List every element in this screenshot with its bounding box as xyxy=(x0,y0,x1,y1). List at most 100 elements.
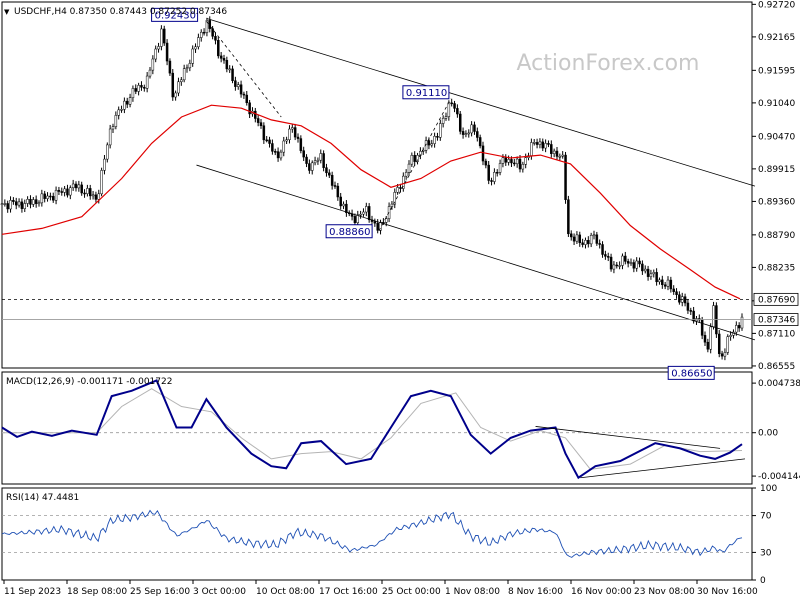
candle-body xyxy=(291,127,294,130)
candle-body xyxy=(404,172,408,177)
candle-body xyxy=(108,128,112,146)
candle-body xyxy=(77,184,81,189)
candle-body xyxy=(601,244,604,255)
price-level-label-box xyxy=(753,292,799,306)
candle-body xyxy=(598,243,601,245)
candle-body xyxy=(265,139,268,142)
candle-body xyxy=(174,92,177,98)
rsi-y-tick-label: 100 xyxy=(760,484,777,494)
candle-body xyxy=(165,42,169,62)
macd-upper-trendline xyxy=(535,426,721,449)
candle-body xyxy=(322,153,325,168)
candle-body xyxy=(100,170,103,195)
candle-body xyxy=(302,150,305,158)
candle-body xyxy=(40,193,44,204)
candle-body xyxy=(296,136,300,139)
candle-body xyxy=(339,196,342,207)
price-y-tick-label: 0.87110 xyxy=(758,329,795,339)
candle-body xyxy=(729,335,732,337)
candle-body xyxy=(461,131,465,135)
candle-body xyxy=(447,102,451,117)
candle-body xyxy=(493,172,496,182)
candle-body xyxy=(111,126,115,130)
candle-body xyxy=(658,279,661,283)
candle-body xyxy=(168,60,172,74)
candle-body xyxy=(655,272,658,283)
candle-body xyxy=(271,143,274,152)
candle-body xyxy=(140,85,143,88)
candle-body xyxy=(735,325,738,333)
price-level-label: 0.87346 xyxy=(758,316,795,326)
candle-body xyxy=(379,221,382,231)
rsi-y-tick-label: 0 xyxy=(760,576,766,586)
candle-body xyxy=(737,325,741,329)
candle-body xyxy=(214,36,217,41)
candle-body xyxy=(402,175,405,189)
candle-body xyxy=(242,93,246,96)
x-tick-label: 25 Sep 16:00 xyxy=(130,587,190,597)
candle-body xyxy=(612,264,616,270)
candle-body xyxy=(376,222,379,231)
x-tick-label: 18 Sep 08:00 xyxy=(67,587,127,597)
candle-body xyxy=(34,199,38,204)
macd-pane-title: MACD(12,26,9) -0.001171 -0.001722 xyxy=(6,377,172,387)
candle-body xyxy=(202,31,206,34)
candle-body xyxy=(282,140,286,153)
macd-lower-trendline xyxy=(580,458,746,479)
candle-body xyxy=(592,234,596,237)
candle-body xyxy=(504,157,508,163)
price-y-tick-label: 0.86555 xyxy=(758,362,795,372)
candle-body xyxy=(615,264,619,267)
candle-body xyxy=(427,140,431,146)
candle-body xyxy=(71,183,75,188)
candle-body xyxy=(453,103,456,109)
candle-body xyxy=(137,85,140,92)
candle-body xyxy=(538,141,542,145)
candle-body xyxy=(188,63,192,69)
candle-body xyxy=(367,206,371,221)
candle-body xyxy=(686,302,690,311)
x-tick-label: 1 Nov 08:00 xyxy=(445,587,500,597)
candle-body xyxy=(547,143,550,145)
candle-body xyxy=(205,20,209,33)
x-axis: 11 Sep 2023 18 Sep 08:00 25 Sep 16:00 3 Oct… xyxy=(3,580,758,597)
candle-body xyxy=(575,234,579,242)
candle-body xyxy=(199,31,203,38)
candle-body xyxy=(103,158,106,171)
candle-body xyxy=(669,279,673,290)
candle-body xyxy=(6,203,9,210)
candle-body xyxy=(484,160,488,166)
candle-body xyxy=(120,109,123,111)
candle-body xyxy=(643,268,647,272)
price-level-label: 0.87690 xyxy=(758,295,795,305)
candle-body xyxy=(234,80,237,87)
candle-body xyxy=(518,158,522,170)
candle-body xyxy=(123,100,126,110)
candle-body xyxy=(88,188,92,197)
x-tick-label: 10 Oct 08:00 xyxy=(256,587,315,597)
candle-body xyxy=(632,262,636,269)
macd-pane: 0.004738 0.00 -0.004144 MACD(12,26,9) -0.00… xyxy=(1,377,800,482)
candle-body xyxy=(285,139,288,142)
candle-body xyxy=(604,254,607,257)
candle-body xyxy=(564,154,567,200)
candle-body xyxy=(114,115,118,127)
candle-body xyxy=(17,201,21,206)
candle-body xyxy=(293,127,297,138)
candle-body xyxy=(125,100,129,105)
swing-label-box xyxy=(667,365,715,380)
candle-body xyxy=(9,200,12,210)
candle-body xyxy=(3,203,7,205)
candle-body xyxy=(396,187,399,193)
candle-body xyxy=(558,155,562,158)
candle-body xyxy=(23,203,27,209)
candle-body xyxy=(313,160,317,164)
candle-body xyxy=(515,158,519,165)
channel-upper-line xyxy=(206,18,756,187)
candle-body xyxy=(279,151,283,159)
watermark: ActionForex.com xyxy=(517,51,700,76)
candle-body xyxy=(208,20,212,29)
channel-lower-line xyxy=(196,164,756,341)
candle-body xyxy=(273,151,277,153)
candle-body xyxy=(128,97,132,105)
